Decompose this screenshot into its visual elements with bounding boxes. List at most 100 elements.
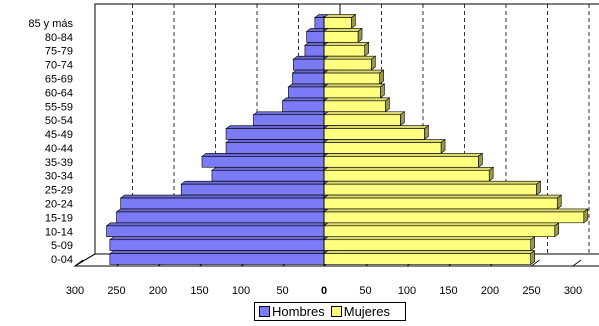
category-label: 15-19 <box>45 212 73 224</box>
category-label: 10-14 <box>45 226 73 238</box>
bar-top <box>323 153 484 157</box>
bar-hombres-50-54 <box>253 114 325 126</box>
x-tick-label: 250 <box>107 285 125 297</box>
bar-top <box>291 69 329 74</box>
bar-top <box>323 236 536 241</box>
bar-hombres-80-84 <box>306 31 325 43</box>
x-tick-label: 0 <box>321 285 327 297</box>
x-tick-label: 100 <box>398 285 416 297</box>
legend-item-hombres: Hombres <box>259 304 325 319</box>
floor-tick <box>531 259 540 267</box>
bar-hombres-30-34 <box>211 170 325 182</box>
bar-hombres-15-19 <box>116 211 325 224</box>
bar-hombres-35-39 <box>201 156 325 168</box>
bar-top <box>323 97 391 102</box>
bar-hombres-65-69 <box>292 72 325 85</box>
bar-mujeres-15-19 <box>323 211 585 224</box>
bar-top <box>323 111 406 116</box>
bar-top <box>323 139 446 143</box>
bar-top <box>323 83 386 88</box>
legend-swatch-hombres <box>259 306 270 317</box>
bar-top <box>323 250 536 254</box>
bar-top <box>108 236 329 241</box>
x-tick-label: 250 <box>522 285 540 297</box>
category-label: 0-04 <box>51 254 73 266</box>
category-label: 85 y más <box>28 18 73 30</box>
bar-mujeres-25-29 <box>323 183 537 196</box>
x-tick-label: 100 <box>232 285 250 297</box>
category-label: 5-09 <box>51 240 73 252</box>
bar-top <box>211 167 329 171</box>
bar-mujeres-65-69 <box>323 72 380 85</box>
bar-top <box>201 153 329 157</box>
bar-mujeres-80-84 <box>323 31 359 43</box>
bar-mujeres-75-79 <box>323 45 365 57</box>
bar-top <box>323 14 357 18</box>
bar-top <box>287 83 329 88</box>
bar-hombres-85 y más <box>314 17 325 29</box>
legend-swatch-mujeres <box>330 306 342 317</box>
bar-hombres-70-74 <box>292 58 325 71</box>
bar-top <box>323 28 363 32</box>
bar-mujeres-10-14 <box>323 225 556 237</box>
bar-top <box>225 125 329 129</box>
bar-mujeres-70-74 <box>323 58 372 71</box>
bar-top <box>105 222 329 227</box>
x-tick-label: 50 <box>276 285 288 297</box>
x-tick-label: 300 <box>66 285 84 297</box>
bar-hombres-55-59 <box>282 100 325 112</box>
category-label: 50-54 <box>45 115 73 127</box>
bar-mujeres-50-54 <box>323 114 401 126</box>
bar-top <box>323 222 560 227</box>
bar-top <box>119 194 329 199</box>
category-label: 65-69 <box>45 74 73 86</box>
bar-top <box>323 42 370 46</box>
bar-hombres-40-44 <box>225 142 325 154</box>
bar-hombres-20-24 <box>120 197 325 210</box>
category-label: 40-44 <box>45 143 73 155</box>
bar-hombres-5-09 <box>109 239 325 251</box>
floor-tick <box>74 259 84 267</box>
bar-mujeres-85 y más <box>323 17 352 29</box>
bar-top <box>323 125 430 129</box>
category-label: 80-84 <box>45 32 73 44</box>
bar-top <box>323 208 589 213</box>
legend-label-hombres: Hombres <box>272 304 325 319</box>
bar-mujeres-20-24 <box>323 197 558 210</box>
floor-tick <box>572 259 582 267</box>
bar-mujeres-60-64 <box>323 86 381 99</box>
bar-top <box>108 250 329 254</box>
bar-top <box>281 97 329 102</box>
bar-mujeres-45-49 <box>323 128 425 140</box>
category-label: 45-49 <box>45 129 73 141</box>
bar-top <box>225 139 329 143</box>
bar-top <box>323 167 495 171</box>
bar-top <box>323 180 542 185</box>
bar-hombres-45-49 <box>225 128 325 140</box>
bar-hombres-25-29 <box>180 183 325 196</box>
bar-mujeres-30-34 <box>323 170 490 182</box>
bar-hombres-0-04 <box>109 253 325 265</box>
category-label: 30-34 <box>45 171 73 183</box>
category-label: 60-64 <box>45 87 73 99</box>
x-tick-label: 50 <box>359 285 371 297</box>
legend-label-mujeres: Mujeres <box>343 304 390 319</box>
bar-hombres-75-79 <box>304 45 325 57</box>
x-tick-label: 150 <box>190 285 208 297</box>
bar-top <box>323 55 377 60</box>
legend: Hombres Mujeres <box>254 302 406 321</box>
x-tick-label: 200 <box>149 285 167 297</box>
category-label: 55-59 <box>45 101 73 113</box>
bar-top <box>252 111 329 116</box>
category-label: 75-79 <box>45 46 73 58</box>
bar-mujeres-0-04 <box>323 253 531 265</box>
bar-hombres-10-14 <box>106 225 325 237</box>
x-tick-label: 300 <box>564 285 582 297</box>
bar-top <box>180 180 329 185</box>
bar-top <box>323 194 563 199</box>
x-tick-label: 150 <box>439 285 457 297</box>
bar-top <box>323 69 385 74</box>
category-label: 35-39 <box>45 157 73 169</box>
